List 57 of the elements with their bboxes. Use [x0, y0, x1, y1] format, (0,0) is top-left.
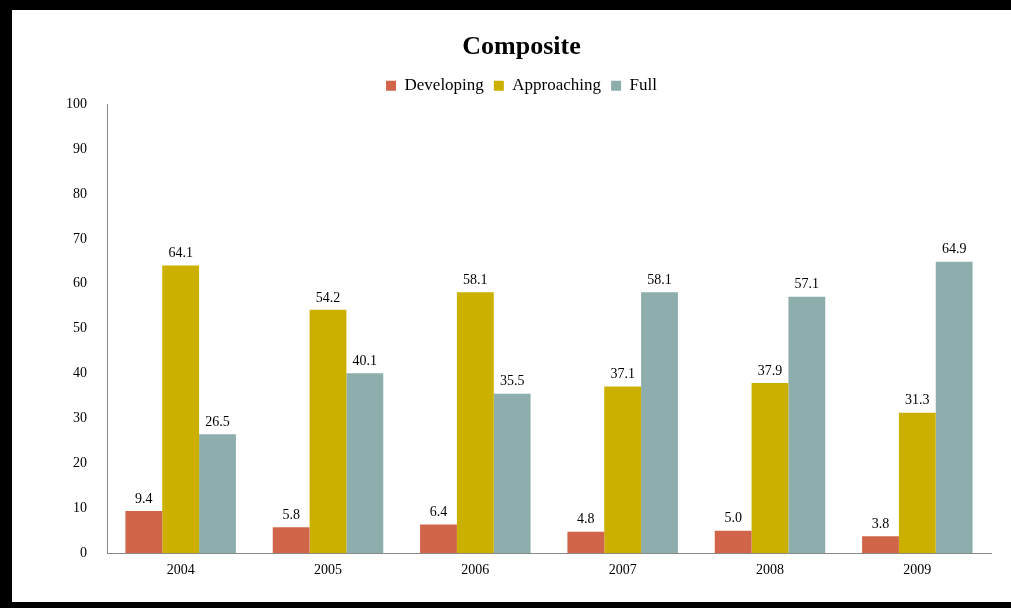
- data-label: 31.3: [905, 392, 930, 408]
- bar: [456, 292, 494, 554]
- data-label: 9.4: [135, 490, 153, 506]
- data-label: 64.1: [168, 245, 193, 261]
- data-label: 5.8: [282, 506, 300, 522]
- y-tick-label: 60: [73, 275, 87, 291]
- bar: [862, 536, 899, 554]
- data-label: 54.2: [315, 289, 341, 305]
- bar: [604, 386, 642, 554]
- bar: [641, 292, 678, 554]
- bar: [493, 393, 531, 554]
- bar: [309, 309, 347, 554]
- chart-title: Composite: [462, 31, 581, 61]
- y-tick-label: 40: [73, 365, 87, 381]
- bar: [567, 531, 605, 554]
- bar: [199, 434, 236, 554]
- data-label: 4.8: [577, 511, 595, 527]
- y-tick-label: 90: [73, 140, 87, 156]
- data-label: 3.8: [871, 515, 890, 531]
- data-label: 58.1: [463, 272, 488, 287]
- x-tick-label: 2004: [166, 562, 195, 578]
- bar: [788, 296, 826, 554]
- y-tick-label: 20: [73, 455, 87, 471]
- legend-label: Full: [629, 75, 658, 95]
- data-label: 26.5: [205, 413, 230, 429]
- y-tick-label: 30: [73, 410, 87, 426]
- y-tick-label: 70: [73, 230, 87, 246]
- x-tick-label: 2008: [756, 562, 784, 578]
- bar: [346, 373, 384, 554]
- bar: [420, 524, 457, 554]
- bar: [162, 265, 200, 554]
- data-label: 64.9: [941, 241, 967, 257]
- legend-label: Approaching: [512, 75, 602, 95]
- data-label: 6.4: [429, 504, 448, 520]
- bar: [898, 412, 936, 554]
- bar: [714, 530, 752, 554]
- bar: [935, 261, 973, 554]
- legend-label: Developing: [404, 75, 485, 95]
- bar: [272, 527, 310, 554]
- data-label: 37.9: [757, 362, 783, 378]
- x-tick-label: 2009: [903, 562, 932, 578]
- x-tick-label: 2005: [314, 562, 342, 578]
- y-tick-label: 100: [66, 95, 87, 111]
- y-tick-label: 0: [80, 544, 87, 560]
- data-label: 40.1: [352, 352, 378, 368]
- x-tick-label: 2007: [608, 562, 637, 578]
- data-label: 57.1: [794, 276, 820, 292]
- data-label: 58.1: [647, 272, 672, 287]
- bar: [125, 510, 163, 554]
- data-label: 5.0: [724, 510, 742, 526]
- y-tick-label: 10: [73, 499, 87, 515]
- y-tick-label: 50: [73, 320, 87, 336]
- bar: [751, 383, 789, 554]
- x-tick-label: 2006: [461, 562, 490, 578]
- data-label: 35.5: [499, 373, 525, 389]
- y-tick-label: 80: [73, 185, 87, 201]
- data-label: 37.1: [610, 366, 635, 382]
